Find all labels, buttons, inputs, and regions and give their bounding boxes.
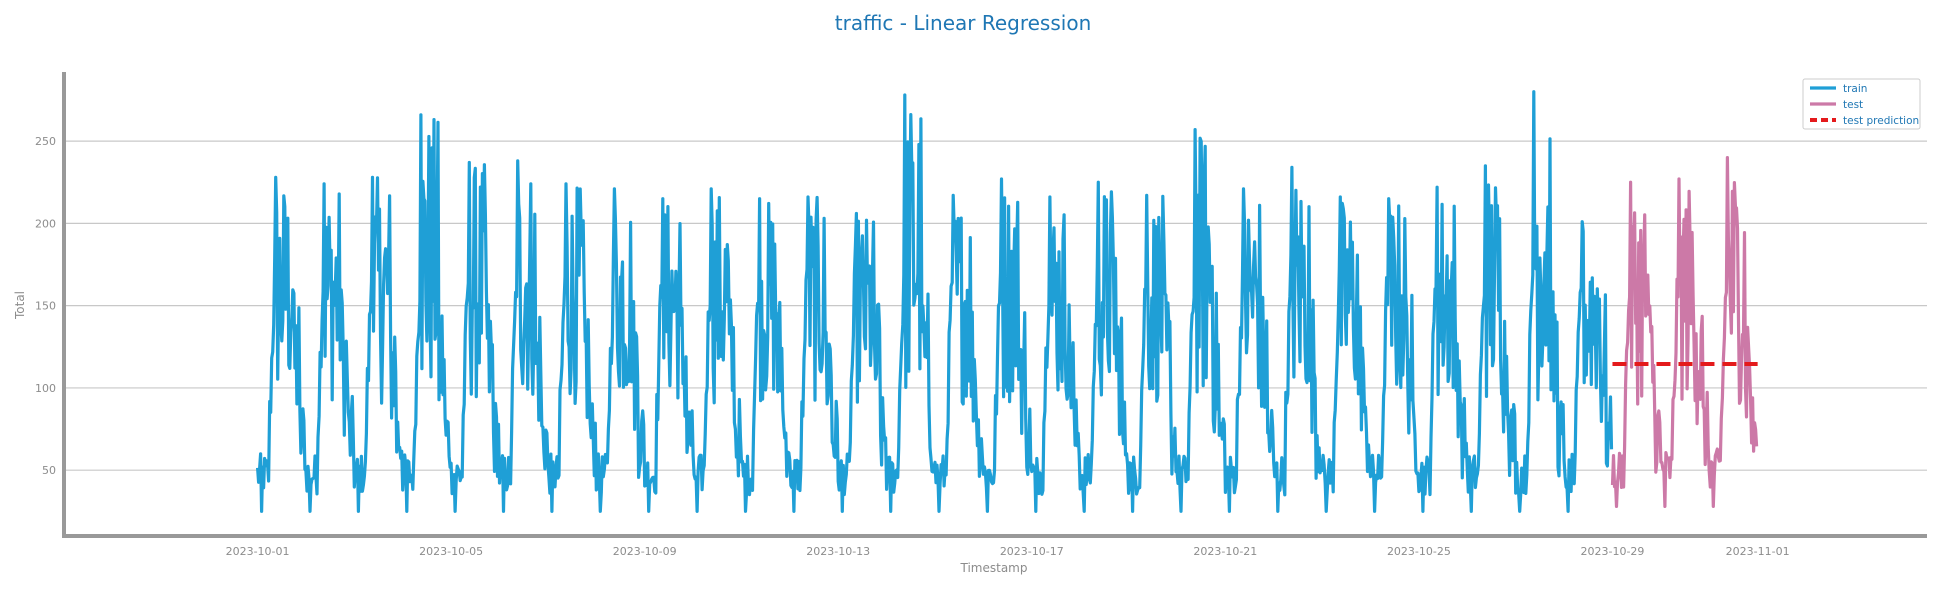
y-tick-label: 200 <box>35 217 56 230</box>
legend-label-test-prediction: test prediction <box>1843 115 1919 127</box>
legend-box <box>1802 78 1921 130</box>
y-tick-labels: 50 100 150 200 250 <box>35 135 56 477</box>
series-line-train <box>256 90 1614 513</box>
legend-label-train: train <box>1843 83 1867 95</box>
plot-area <box>256 90 1759 513</box>
y-tick-label: 50 <box>42 464 56 477</box>
x-tick-label: 2023-10-05 <box>419 545 483 558</box>
y-tick-label: 250 <box>35 135 56 148</box>
chart-title: traffic - Linear Regression <box>835 11 1092 35</box>
legend-label-test: test <box>1843 99 1863 111</box>
x-tick-label: 2023-10-29 <box>1580 545 1644 558</box>
x-axis-label: Timestamp <box>960 561 1028 575</box>
y-tick-label: 100 <box>35 382 56 395</box>
x-tick-label: 2023-10-09 <box>613 545 677 558</box>
x-tick-label: 2023-10-17 <box>1000 545 1064 558</box>
y-tick-label: 150 <box>35 300 56 313</box>
x-tick-label: 2023-10-21 <box>1193 545 1257 558</box>
series-line-test <box>1610 156 1759 508</box>
x-tick-label: 2023-10-01 <box>226 545 290 558</box>
x-tick-labels: 2023-10-01 2023-10-05 2023-10-09 2023-10-13… <box>226 545 1790 558</box>
x-tick-label: 2023-10-25 <box>1387 545 1451 558</box>
x-tick-label: 2023-10-13 <box>806 545 870 558</box>
y-axis-label: Total <box>13 291 27 320</box>
x-tick-label: 2023-11-01 <box>1726 545 1790 558</box>
legend: train test test prediction <box>1802 78 1921 130</box>
